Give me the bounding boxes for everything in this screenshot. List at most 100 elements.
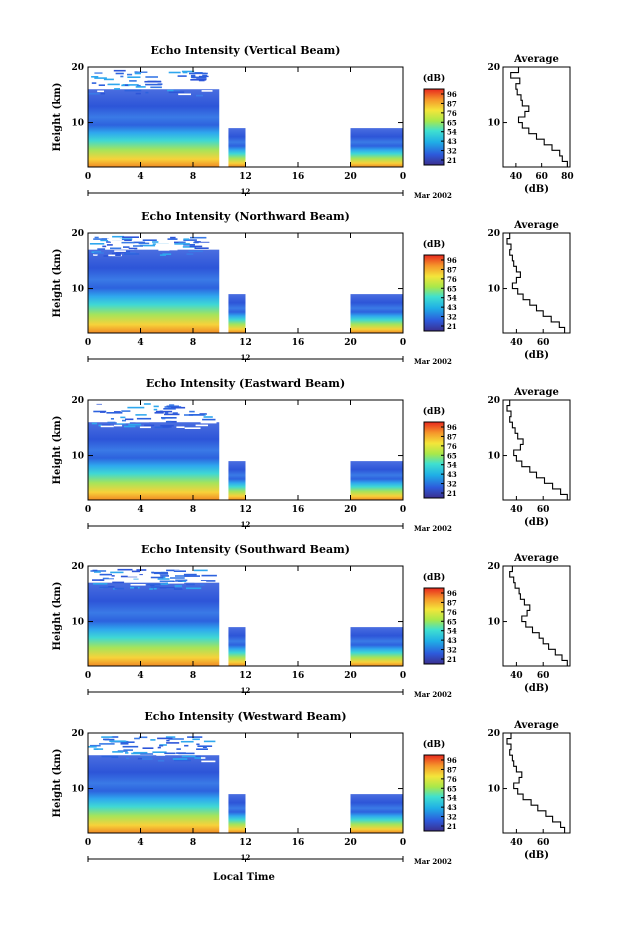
heatmap-echo [94,571,101,573]
panel-2: Echo Intensity (Northward Beam) Height (k… [52,210,571,366]
heatmap-echo [139,426,151,429]
heatmap-echo [97,248,106,250]
heatmap-echo [202,74,208,77]
x-tick-label: 16 [292,505,305,515]
heatmap-echo [112,581,125,584]
heatmap-echo [144,80,162,83]
colorbar-tick-label: 21 [447,655,457,664]
average-x-label: (dB) [524,184,549,195]
average-x-label: (dB) [524,350,549,361]
heatmap-echo [191,76,207,79]
average-x-label: (dB) [524,683,549,694]
colorbar-tick-label: 76 [447,275,457,284]
heatmap-echo [102,245,107,248]
colorbar-tick-label: 76 [447,608,457,617]
colorbar-tick-label: 32 [447,480,457,489]
colorbar-tick-label: 54 [447,294,457,303]
x-tick-label: 0 [400,338,406,348]
panel-title: Echo Intensity (Eastward Beam) [146,377,345,390]
heatmap-echo [134,72,141,75]
heatmap-echo [91,76,99,78]
heatmap-echo [178,93,191,96]
average-x-tick-label: 40 [510,505,523,515]
heatmap-block [88,422,220,500]
panel-1: Echo Intensity (Vertical Beam) Height (km… [52,44,574,200]
heatmap-echo [176,748,181,750]
heatmap-block [350,461,403,500]
average-title: Average [513,54,559,65]
heatmap-echo [159,583,168,585]
heatmap-echo [114,88,120,90]
heatmap-echo [192,738,200,741]
heatmap-echo [167,238,178,240]
x-tick-label: 0 [85,505,91,515]
heatmap-block [350,294,403,333]
heatmap-echo [156,754,166,756]
heatmap-echo [106,241,111,243]
heatmap-echo [189,245,203,248]
heatmap-echo [165,420,172,423]
heatmap-echo [157,737,173,740]
heatmap-echo [133,246,144,248]
heatmap-echo [90,407,107,409]
heatmap-echo [154,412,164,414]
average-title: Average [513,553,559,564]
heatmap-echo [145,91,149,94]
colorbar-tick-label: 21 [447,822,457,831]
average-profile-line [510,66,568,167]
heatmap-echo [116,74,125,76]
heatmap-echo [159,744,164,747]
date-label: Mar 2002 [414,357,452,366]
heatmap-echo [108,576,125,579]
heatmap-echo [172,89,180,92]
average-y-tick-label: 20 [487,562,500,572]
colorbar-tick-label: 54 [447,128,457,137]
panel-3: Echo Intensity (Eastward Beam) Height (km… [52,377,571,533]
heatmap-echo [184,741,189,744]
x-tick-label: 8 [190,505,196,515]
heatmap-echo [177,75,187,77]
heatmap-echo [147,583,161,586]
heatmap-echo [100,411,106,413]
heatmap-echo [157,578,170,580]
colorbar-tick-label: 65 [447,284,457,293]
average-title: Average [513,387,559,398]
heatmap-echo [150,584,155,587]
heatmap-echo [172,80,185,83]
average-profile-line [505,232,566,333]
heatmap-echo [124,89,142,92]
panel-title: Echo Intensity (Westward Beam) [144,710,346,723]
average-x-tick-label: 80 [561,172,574,182]
x-tick-label: 8 [190,838,196,848]
heatmap-echo [127,406,145,409]
heatmap-echo [106,244,113,246]
heatmap-echo [147,574,160,576]
heatmap-echo [127,575,144,577]
x-tick-label: 20 [344,338,357,348]
heatmap-echo [122,745,139,748]
y-tick-label: 10 [71,785,84,795]
heatmap-echo [99,573,112,576]
heatmap-echo [94,77,107,79]
colorbar-tick-label: 87 [447,765,457,774]
x-tick-label: 20 [344,838,357,848]
average-profile-line [507,565,568,666]
x-axis-label: Local Time [213,872,275,883]
heatmap-echo [107,238,122,240]
heatmap-echo [130,579,145,582]
heatmap-echo [150,586,160,588]
heatmap-echo [104,738,115,741]
heatmap-echo [93,254,98,256]
y-tick-label: 20 [71,729,84,739]
heatmap-echo [98,84,105,86]
heatmap-echo [197,745,213,747]
heatmap-echo [190,236,207,239]
heatmap-echo [196,743,200,746]
heatmap-echo [122,236,139,238]
heatmap-echo [135,414,147,416]
average-x-tick-label: 40 [510,838,523,848]
heatmap-echo [135,92,141,95]
heatmap-cells [88,69,403,167]
heatmap-echo [92,569,98,572]
heatmap-echo [189,410,195,413]
